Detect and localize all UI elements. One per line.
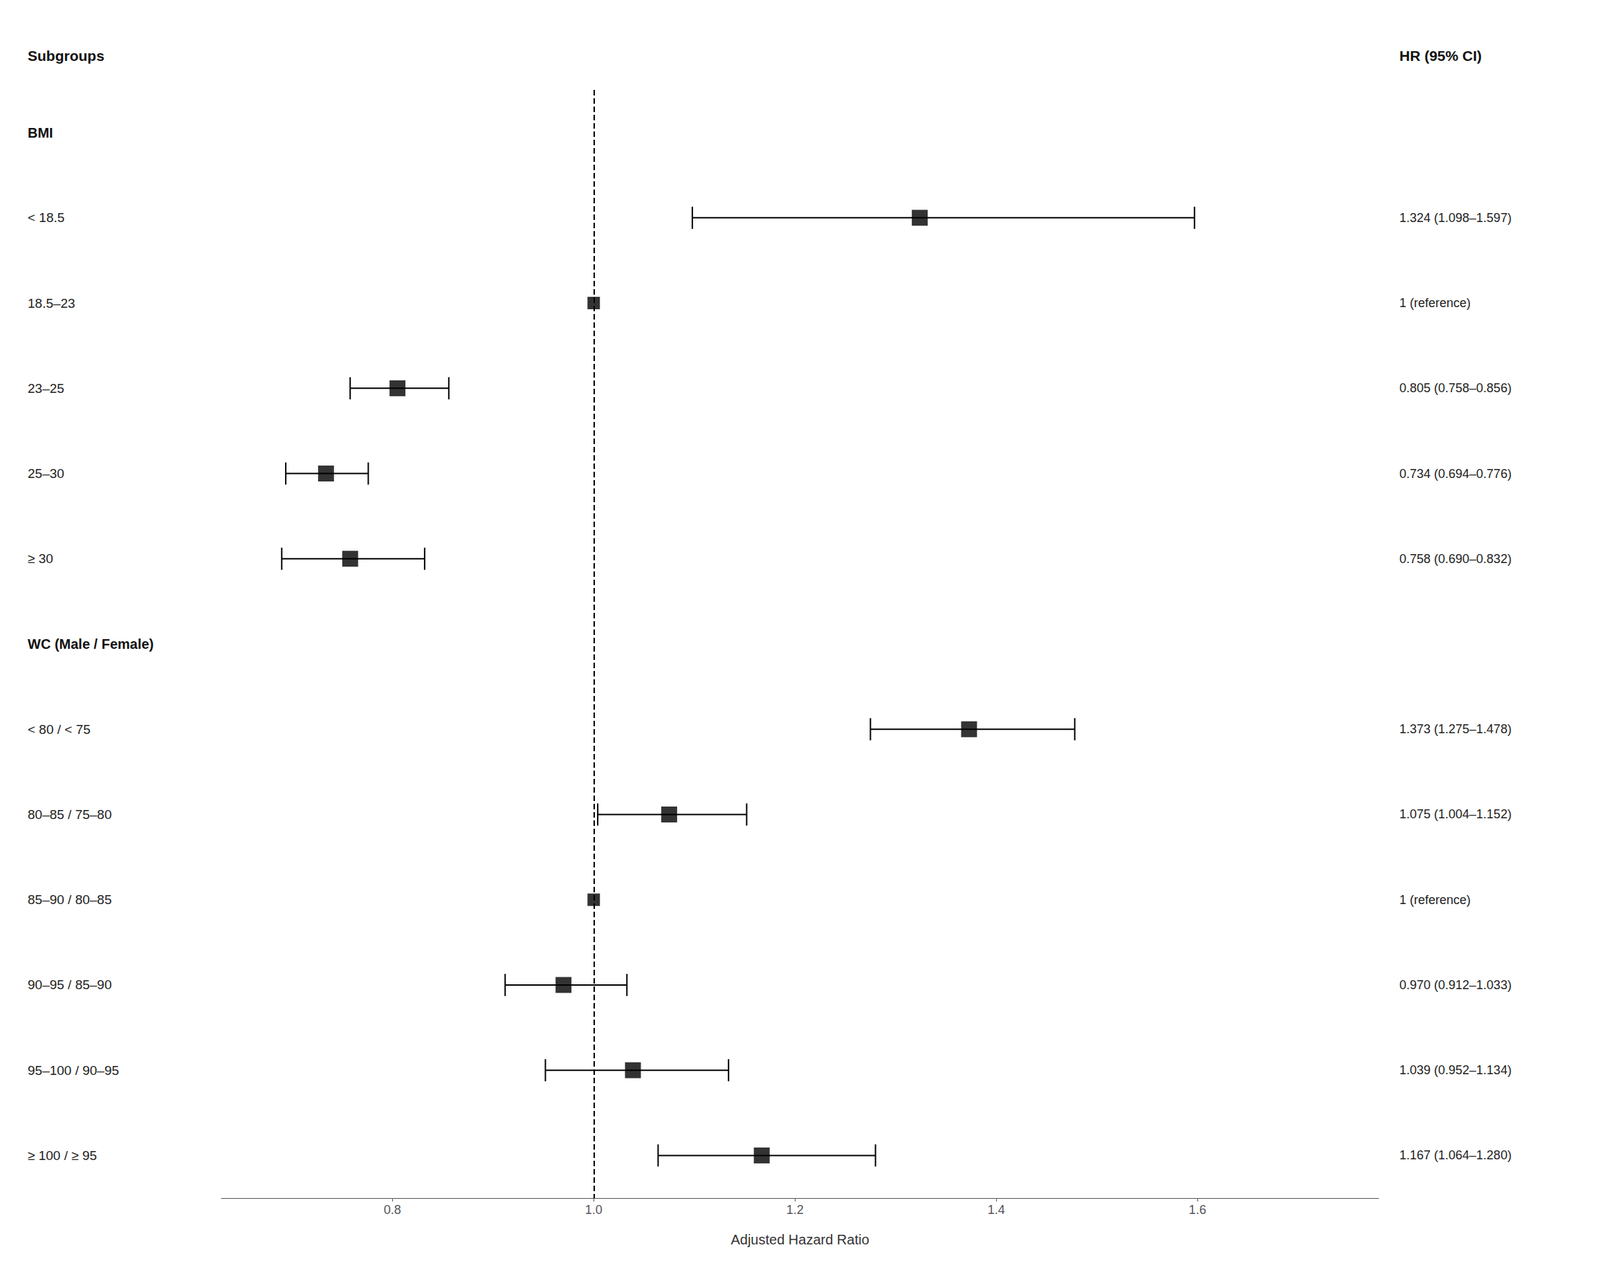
svg-text:1.324 (1.098–1.597): 1.324 (1.098–1.597): [1399, 210, 1512, 225]
svg-text:0.758 (0.690–0.832): 0.758 (0.690–0.832): [1399, 552, 1512, 566]
svg-text:95–100 / 90–95: 95–100 / 90–95: [27, 1063, 119, 1078]
svg-text:1.039 (0.952–1.134): 1.039 (0.952–1.134): [1399, 1063, 1512, 1078]
svg-text:1.4: 1.4: [987, 1202, 1006, 1217]
svg-text:0.970 (0.912–1.033): 0.970 (0.912–1.033): [1399, 978, 1512, 992]
svg-text:1.6: 1.6: [1189, 1202, 1207, 1217]
svg-text:0.8: 0.8: [383, 1202, 402, 1217]
svg-text:Adjusted Hazard Ratio: Adjusted Hazard Ratio: [730, 1231, 869, 1248]
svg-text:0.805 (0.758–0.856): 0.805 (0.758–0.856): [1399, 381, 1512, 395]
svg-text:WC (Male / Female): WC (Male / Female): [27, 636, 154, 652]
svg-text:BMI: BMI: [27, 125, 54, 141]
svg-text:< 18.5: < 18.5: [27, 210, 65, 225]
svg-text:1.075 (1.004–1.152): 1.075 (1.004–1.152): [1399, 807, 1512, 822]
svg-text:1.2: 1.2: [786, 1202, 804, 1217]
svg-text:80–85 / 75–80: 80–85 / 75–80: [27, 807, 113, 822]
svg-text:1.0: 1.0: [585, 1202, 603, 1217]
svg-text:90–95 / 85–90: 90–95 / 85–90: [27, 977, 113, 992]
svg-text:< 80 / < 75: < 80 / < 75: [27, 722, 91, 737]
svg-text:0.734 (0.694–0.776): 0.734 (0.694–0.776): [1399, 466, 1512, 481]
svg-text:85–90 / 80–85: 85–90 / 80–85: [27, 892, 113, 907]
svg-text:1.167 (1.064–1.280): 1.167 (1.064–1.280): [1399, 1148, 1512, 1163]
svg-text:HR (95% CI): HR (95% CI): [1399, 47, 1482, 64]
svg-text:1.373 (1.275–1.478): 1.373 (1.275–1.478): [1399, 722, 1512, 737]
svg-text:≥ 30: ≥ 30: [27, 551, 54, 566]
svg-text:18.5–23: 18.5–23: [27, 296, 76, 311]
svg-text:Subgroups: Subgroups: [27, 47, 105, 64]
svg-text:25–30: 25–30: [27, 466, 65, 481]
svg-text:23–25: 23–25: [27, 381, 65, 396]
svg-text:≥ 100 / ≥ 95: ≥ 100 / ≥ 95: [27, 1148, 97, 1163]
svg-text:1 (reference): 1 (reference): [1399, 893, 1471, 907]
svg-text:1 (reference): 1 (reference): [1399, 296, 1471, 310]
